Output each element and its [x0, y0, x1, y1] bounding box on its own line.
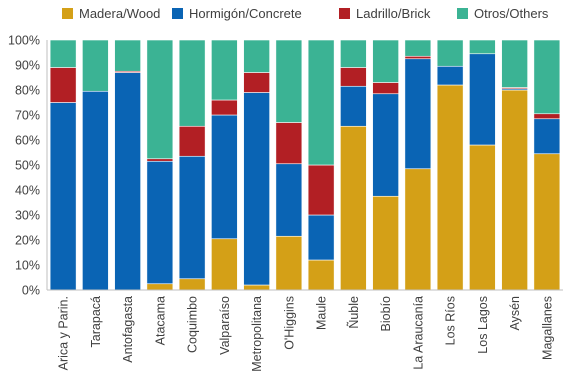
x-axis: Arica y Parin. Tarapacá Antofagasta Atacama… [47, 289, 563, 372]
bars-group [49, 39, 561, 291]
legend-label-concrete: Hormigón/Concrete [189, 6, 302, 21]
y-tick-label: 90% [15, 59, 40, 73]
x-tick-label-los-r-os: Los Ríos [444, 296, 458, 345]
bar-segment-otros-others-biob-o [372, 39, 399, 83]
bar-segment-madera-wood-uble [340, 125, 367, 291]
legend-item-brick: Ladrillo/Brick [339, 6, 430, 21]
bar-segment-hormig-n-concrete-la-araucan-a [404, 58, 432, 170]
bar-segment-otros-others-o-higgins [275, 39, 303, 123]
bar-segment-hormig-n-concrete-biob-o [372, 93, 399, 197]
bar-segment-ladrillo-brick-magallanes [533, 113, 561, 120]
x-tick-label-uble: Ñuble [347, 296, 361, 329]
bar-segment-otros-others-coquimbo [178, 39, 206, 127]
bar-segment-madera-wood-biob-o [372, 195, 399, 291]
bar-segment-hormig-n-concrete-arica-y-parin [49, 102, 77, 291]
chart-legend: Madera/Wood Hormigón/Concrete Ladrillo/B… [0, 6, 569, 26]
bar-segment-madera-wood-los-lagos [469, 144, 496, 291]
x-tick-label-ays-n: Aysén [508, 296, 522, 331]
x-tick-label-arica-y-parin: Arica y Parin. [57, 296, 71, 370]
y-tick-label: 10% [15, 259, 40, 273]
legend-item-others: Otros/Others [457, 6, 548, 21]
legend-swatch-wood [62, 8, 73, 19]
bar-segment-madera-wood-metropolitana [243, 284, 270, 291]
bar-segment-hormig-n-concrete-los-r-os [436, 65, 464, 86]
bar-segment-hormig-n-concrete-valpara-so [211, 114, 238, 240]
x-tick-label-magallanes: Magallanes [540, 296, 554, 360]
bar-segment-otros-others-maule [307, 39, 335, 166]
x-tick-label-maule: Maule [315, 296, 329, 330]
x-tick-label-biob-o: Biobío [379, 296, 393, 331]
bar-segment-otros-others-valpara-so [211, 39, 238, 101]
bar-segment-hormig-n-concrete-metropolitana [243, 92, 270, 286]
bar-segment-madera-wood-coquimbo [178, 278, 206, 291]
legend-item-concrete: Hormigón/Concrete [172, 6, 302, 21]
bar-segment-hormig-n-concrete-uble [340, 85, 367, 127]
bar-segment-hormig-n-concrete-los-lagos [469, 53, 496, 146]
bar-segment-madera-wood-atacama [146, 283, 174, 291]
bar-segment-otros-others-magallanes [533, 39, 561, 115]
bar-segment-madera-wood-maule [307, 259, 335, 291]
bar-segment-ladrillo-brick-la-araucan-a [404, 55, 432, 60]
bar-segment-madera-wood-la-araucan-a [404, 168, 432, 291]
bar-segment-hormig-n-concrete-magallanes [533, 118, 561, 155]
bar-segment-otros-others-ays-n [501, 39, 528, 88]
legend-label-others: Otros/Others [474, 6, 549, 21]
x-tick-label-atacama: Atacama [153, 296, 167, 345]
legend-swatch-concrete [172, 8, 183, 19]
y-tick-label: 70% [15, 109, 40, 123]
bar-segment-ladrillo-brick-uble [340, 67, 367, 87]
bar-segment-ladrillo-brick-metropolitana [243, 72, 270, 93]
x-tick-label-tarapac: Tarapacá [89, 296, 103, 347]
y-tick-label: 60% [15, 134, 40, 148]
x-tick-label-la-araucan-a: La Araucanía [411, 296, 425, 370]
bar-segment-hormig-n-concrete-o-higgins [275, 163, 303, 237]
x-tick-label-los-lagos: Los Lagos [476, 296, 490, 354]
bar-segment-madera-wood-los-r-os [436, 84, 464, 291]
bar-segment-ladrillo-brick-valpara-so [211, 99, 238, 116]
bar-segment-ladrillo-brick-o-higgins [275, 122, 303, 165]
legend-label-wood: Madera/Wood [79, 6, 161, 21]
y-axis: 0% 10% 20% 30% 40% 50% 60% 70% 80% 90% 100% [8, 34, 48, 298]
y-tick-label: 0% [22, 284, 40, 298]
bar-segment-otros-others-uble [340, 39, 367, 68]
y-tick-label: 30% [15, 209, 40, 223]
bar-segment-hormig-n-concrete-tarapac [82, 90, 109, 291]
bar-segment-hormig-n-concrete-atacama [146, 160, 174, 285]
bar-segment-madera-wood-o-higgins [275, 235, 303, 291]
y-tick-label: 50% [15, 159, 40, 173]
y-tick-label: 20% [15, 234, 40, 248]
x-tick-label-valpara-so: Valparaíso [218, 296, 232, 355]
x-tick-label-coquimbo: Coquimbo [186, 296, 200, 353]
x-tick-label-antofagasta: Antofagasta [121, 296, 135, 363]
bar-segment-madera-wood-valpara-so [211, 238, 238, 291]
bar-segment-ladrillo-brick-arica-y-parin [49, 67, 77, 103]
legend-item-wood: Madera/Wood [62, 6, 160, 21]
bar-segment-madera-wood-magallanes [533, 153, 561, 291]
bar-segment-otros-others-tarapac [82, 39, 109, 92]
x-tick-label-metropolitana: Metropolitana [250, 296, 264, 372]
bar-segment-otros-others-arica-y-parin [49, 39, 77, 68]
bar-segment-ladrillo-brick-maule [307, 164, 335, 216]
bar-segment-ladrillo-brick-biob-o [372, 82, 399, 95]
bar-segment-hormig-n-concrete-maule [307, 214, 335, 261]
legend-swatch-others [457, 8, 468, 19]
bar-segment-hormig-n-concrete-antofagasta [114, 72, 141, 291]
legend-swatch-brick [339, 8, 350, 19]
bar-segment-hormig-n-concrete-coquimbo [178, 155, 206, 280]
x-tick-label-o-higgins: O'Higgins [282, 296, 296, 350]
y-tick-label: 100% [8, 34, 40, 48]
bar-segment-otros-others-metropolitana [243, 39, 270, 73]
legend-label-brick: Ladrillo/Brick [356, 6, 431, 21]
bar-segment-otros-others-antofagasta [114, 39, 141, 72]
bar-segment-otros-others-los-lagos [469, 39, 496, 55]
bar-segment-ladrillo-brick-coquimbo [178, 125, 206, 157]
bar-segment-otros-others-los-r-os [436, 39, 464, 67]
bar-segment-madera-wood-ays-n [501, 89, 528, 291]
y-tick-label: 40% [15, 184, 40, 198]
bar-segment-otros-others-la-araucan-a [404, 39, 432, 57]
y-tick-label: 80% [15, 84, 40, 98]
bar-segment-otros-others-atacama [146, 39, 174, 160]
bar-segment-ladrillo-brick-atacama [146, 158, 174, 162]
